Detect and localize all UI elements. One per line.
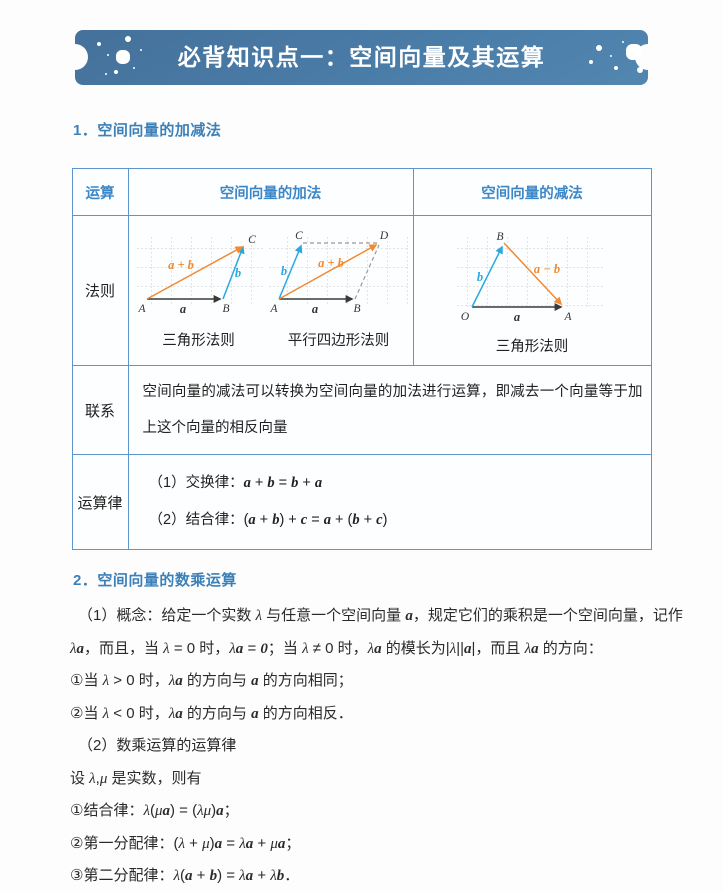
laws-row: 运算律 （1）交换律：a + b = b + a （2）结合律：(a + b) … <box>71 454 652 550</box>
subtraction-rule-cell: O A B a b a − b 三角形法则 <box>412 215 652 366</box>
point-label-B: B <box>222 303 229 315</box>
table-header-row: 运算 空间向量的加法 空间向量的减法 <box>71 168 652 216</box>
vector-sum-label: a + b <box>168 258 194 272</box>
scalar-multiplication-paragraphs: （1）概念：给定一个实数 λ 与任意一个空间向量 a，规定它们的乘积是一个空间向… <box>70 600 723 893</box>
concept-line-2: λa，而且，当 λ = 0 时，λa = 0；当 λ ≠ 0 时，λa 的模长为… <box>70 639 603 657</box>
first-distributive-law-line: ②第一分配律：(λ + μ)a = λa + μa； <box>70 834 301 852</box>
vector-diff-label: a − b <box>534 262 560 276</box>
relation-row-label: 联系 <box>71 365 129 455</box>
associative-law-line: （2）结合律：(a + b) + c = a + (b + c) <box>148 512 388 528</box>
addition-rule-cell: A B C a b a + b 三角形法则 <box>127 215 414 366</box>
triangle-addition-caption: 三角形法则 <box>162 333 235 349</box>
vector-b-arrow <box>471 245 503 308</box>
relation-text: 空间向量的减法可以转换为空间向量的加法进行运算，即减去一个向量等于加上这个向量的… <box>127 365 652 455</box>
laws-row-label: 运算律 <box>71 454 129 550</box>
section-2-heading: 2．空间向量的数乘运算 <box>73 572 237 589</box>
dashed-BD-line <box>353 244 380 300</box>
banner-notch-right <box>635 44 661 70</box>
header-cell-addition: 空间向量的加法 <box>127 168 414 216</box>
commutative-law-line: （1）交换律：a + b = b + a <box>148 475 323 491</box>
triangle-addition-figure: A B C a b a + b 三角形法则 <box>131 229 267 350</box>
banner-notch-left <box>62 44 88 70</box>
knowledge-banner: 必背知识点一：空间向量及其运算 <box>62 30 661 85</box>
vector-sum-label: a + b <box>318 256 344 270</box>
header-cell-operation: 运算 <box>71 168 129 216</box>
vector-b-label: b <box>477 270 483 284</box>
let-lambda-mu-line: 设 λ,μ 是实数，则有 <box>70 769 202 787</box>
point-label-A: A <box>137 303 146 315</box>
point-label-A: A <box>269 303 278 315</box>
triangle-subtraction-caption: 三角形法则 <box>495 339 569 355</box>
second-distributive-law-line: ③第二分配律：λ(a + b) = λa + λb． <box>70 867 300 884</box>
point-label-C: C <box>295 230 303 242</box>
banner-title: 必背知识点一：空间向量及其运算 <box>177 44 546 70</box>
triangle-addition-diagram: A B C a b a + b <box>134 234 263 316</box>
vector-operations-table: 运算 空间向量的加法 空间向量的减法 法则 A B C <box>71 168 652 550</box>
laws-subheading-line: （2）数乘运算的运算律 <box>78 737 237 754</box>
vector-b-label: b <box>280 264 286 278</box>
vector-diff-arrow <box>503 242 563 306</box>
direction-same-line: ①当 λ > 0 时，λa 的方向与 a 的方向相同； <box>70 672 353 689</box>
document-page: 必背知识点一：空间向量及其运算 1．空间向量的加减法 运算 空间向量的加法 空间… <box>0 30 723 884</box>
vector-sum-arrow <box>278 244 377 300</box>
vector-a-label: a <box>311 302 317 316</box>
concept-line-1: （1）概念：给定一个实数 λ 与任意一个空间向量 a，规定它们的乘积是一个空间向… <box>78 607 683 624</box>
triangle-subtraction-figure: O A B a b a − b 三角形法则 <box>447 229 617 356</box>
rule-row-label: 法则 <box>71 215 129 366</box>
point-label-B: B <box>353 303 360 315</box>
laws-cell: （1）交换律：a + b = b + a （2）结合律：(a + b) + c … <box>127 454 652 550</box>
section-1-heading: 1．空间向量的加减法 <box>73 122 222 139</box>
parallelogram-figure: A B C D a b a + b 平行四边形法则 <box>267 229 411 350</box>
direction-opposite-line: ②当 λ < 0 时，λa 的方向与 a 的方向相反． <box>70 704 353 722</box>
parallelogram-caption: 平行四边形法则 <box>287 333 390 349</box>
vector-a-label: a <box>514 310 520 324</box>
header-cell-subtraction: 空间向量的减法 <box>412 168 652 216</box>
relation-row: 联系 空间向量的减法可以转换为空间向量的加法进行运算，即减去一个向量等于加上这个… <box>71 365 652 455</box>
parallelogram-diagram: A B C D a b a + b <box>268 230 409 316</box>
triangle-subtraction-diagram: O A B a b a − b <box>455 231 605 324</box>
vector-sum-arrow <box>146 246 243 300</box>
grid-background <box>268 237 409 305</box>
vector-b-arrow <box>221 245 244 300</box>
point-label-C: C <box>248 234 256 246</box>
point-label-B: B <box>496 231 503 243</box>
point-label-D: D <box>378 230 388 242</box>
vector-b-arrow <box>277 244 302 300</box>
vector-b-label: b <box>234 266 240 280</box>
point-label-A: A <box>563 311 572 323</box>
vector-a-label: a <box>179 302 185 316</box>
addition-figures: A B C a b a + b 三角形法则 <box>130 229 412 350</box>
associative-scalar-law-line: ①结合律：λ(μa) = (λμ)a； <box>70 802 239 819</box>
rule-row: 法则 A B C a b a <box>71 215 652 366</box>
point-label-O: O <box>461 311 470 323</box>
